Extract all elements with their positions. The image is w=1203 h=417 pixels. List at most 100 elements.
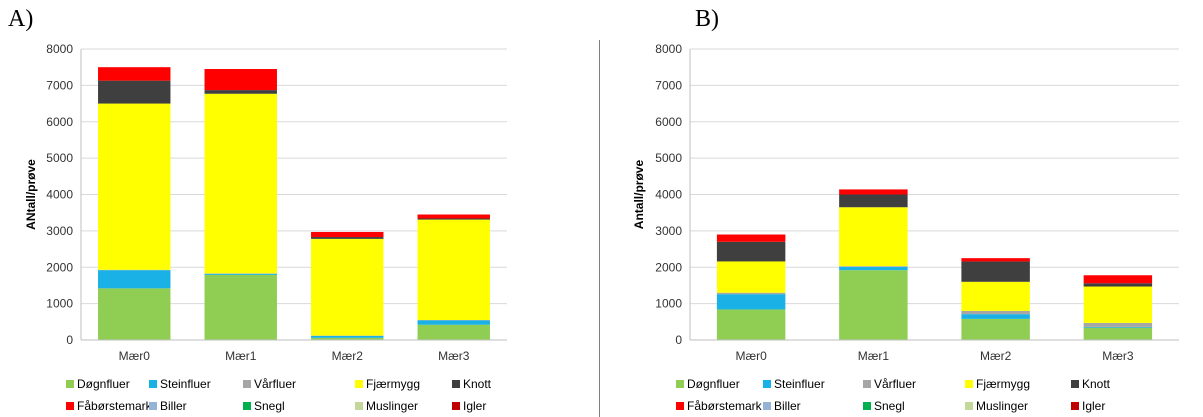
legend-label: Fåbørstemark <box>77 399 153 413</box>
bar-segment <box>961 310 1030 315</box>
legend-swatch <box>243 402 251 410</box>
bar-segment <box>417 324 490 340</box>
bar-segment <box>417 320 490 325</box>
bar-segment <box>417 219 490 320</box>
legend-label: Fåbørstemark <box>687 399 763 413</box>
y-tick-label: 6000 <box>46 115 73 129</box>
panel-label: B) <box>695 6 719 32</box>
legend-swatch <box>66 380 74 388</box>
bar-segment <box>716 261 786 293</box>
bar-segment <box>417 218 490 220</box>
y-tick-label: 3000 <box>655 224 682 238</box>
legend-label: Knott <box>1082 377 1111 391</box>
legend-label: Biller <box>160 399 187 413</box>
bar-segment <box>839 270 908 340</box>
bar-segment <box>204 274 277 340</box>
y-tick-label: 5000 <box>655 151 682 165</box>
bar-segment <box>311 237 384 239</box>
bar-segment <box>311 335 384 338</box>
legend-label: Igler <box>1082 399 1105 413</box>
bar-segment <box>204 273 277 275</box>
chart-panel-a: A) 0 1000 2000 3000 4000 5000 6000 7000 8000 ANta… <box>0 0 598 417</box>
bar-segment <box>417 214 490 219</box>
bar-segment <box>98 67 171 81</box>
y-tick-label: 6000 <box>655 115 682 129</box>
y-tick-label: 8000 <box>46 42 73 56</box>
legend-swatch <box>149 380 157 388</box>
bar-segment <box>1083 286 1153 323</box>
chart-b-svg: 0 1000 2000 3000 4000 5000 6000 7000 8000 Antall/… <box>632 42 1179 413</box>
bar-segment <box>204 69 277 91</box>
legend-swatch <box>355 380 363 388</box>
bar-segment <box>1083 275 1153 284</box>
y-tick-label: 2000 <box>46 260 73 274</box>
legend-swatch <box>1071 380 1079 388</box>
panel-divider <box>599 40 600 417</box>
bar-segment <box>839 194 908 208</box>
bar-segment <box>311 337 384 340</box>
legend-label: Biller <box>774 399 801 413</box>
bar-segment <box>839 207 908 267</box>
chart-panel-b: B) 0 1000 2000 3000 4000 5000 6000 7000 8000 Anta… <box>603 0 1201 417</box>
bar-segment <box>839 266 908 271</box>
bar-segment <box>204 93 277 274</box>
legend-label: Steinfluer <box>774 377 825 391</box>
y-tick-label: 4000 <box>655 188 682 202</box>
bar-segment <box>961 258 1030 262</box>
y-tick-label: 8000 <box>655 42 682 56</box>
y-axis-label: Antall/prøve <box>632 160 646 230</box>
bar-segment <box>98 103 171 270</box>
y-axis-label: ANtall/prøve <box>24 159 38 230</box>
bar-segment <box>839 266 908 267</box>
x-tick-label: Mær1 <box>225 349 257 363</box>
bar-segment <box>716 294 786 310</box>
y-tick-label: 1000 <box>655 297 682 311</box>
bar-segment <box>961 318 1030 340</box>
chart-a-svg: 0 1000 2000 3000 4000 5000 6000 7000 8000 ANtall/… <box>24 42 507 413</box>
y-tick-label: 1000 <box>46 297 73 311</box>
legend-label: Igler <box>463 399 486 413</box>
bar-segment <box>716 234 786 242</box>
legend-swatch <box>763 402 771 410</box>
legend-label: Snegl <box>874 399 905 413</box>
legend-label: Knott <box>463 377 492 391</box>
y-tick-label: 3000 <box>46 224 73 238</box>
legend-swatch <box>149 402 157 410</box>
bar-segment <box>961 314 1030 319</box>
legend-label: Døgnfluer <box>77 377 130 391</box>
legend-swatch <box>763 380 771 388</box>
bar-segment <box>839 189 908 195</box>
legend-swatch <box>863 402 871 410</box>
legend-label: Døgnfluer <box>687 377 740 391</box>
x-tick-label: Mær0 <box>119 349 151 363</box>
y-tick-label: 7000 <box>655 78 682 92</box>
bar-segment <box>1083 283 1153 287</box>
bar-segment <box>311 238 384 336</box>
legend-label: Vårfluer <box>874 377 916 391</box>
legend-swatch <box>243 380 251 388</box>
x-tick-label: Mær3 <box>438 349 470 363</box>
bar-segment <box>98 80 171 104</box>
bar-segment <box>716 241 786 262</box>
legend-label: Snegl <box>254 399 285 413</box>
legend-swatch <box>66 402 74 410</box>
y-tick-label: 5000 <box>46 151 73 165</box>
bar-segment <box>1083 327 1153 340</box>
bar-segment <box>311 231 384 238</box>
y-tick-label: 0 <box>66 333 73 347</box>
bar-segment <box>204 90 277 94</box>
bar-segment <box>98 270 171 289</box>
bar-segment <box>961 281 1030 311</box>
y-tick-label: 7000 <box>46 78 73 92</box>
x-tick-label: Mær0 <box>735 349 767 363</box>
legend-swatch <box>965 380 973 388</box>
legend-label: Fjærmygg <box>366 377 420 391</box>
legend-label: Muslinger <box>976 399 1028 413</box>
y-tick-label: 2000 <box>655 260 682 274</box>
bar-segment <box>961 261 1030 282</box>
x-tick-label: Mær1 <box>858 349 890 363</box>
legend-label: Vårfluer <box>254 377 296 391</box>
legend-label: Steinfluer <box>160 377 211 391</box>
bar-segment <box>716 292 786 295</box>
legend-label: Muslinger <box>366 399 418 413</box>
